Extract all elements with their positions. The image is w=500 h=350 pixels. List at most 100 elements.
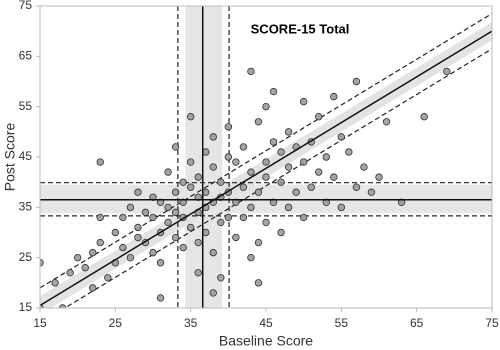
data-point — [194, 193, 202, 201]
data-point — [171, 233, 180, 242]
data-point — [171, 208, 180, 217]
data-point — [330, 173, 338, 181]
data-point — [186, 183, 195, 191]
data-point — [96, 238, 104, 247]
x-tick-label: 35 — [184, 316, 198, 330]
x-tick-label: 75 — [485, 316, 499, 330]
x-tick-label: 55 — [335, 316, 349, 330]
data-point — [239, 143, 248, 151]
data-point — [134, 233, 142, 242]
data-point — [299, 158, 308, 166]
data-point — [58, 304, 67, 308]
data-point — [186, 113, 195, 121]
data-point — [232, 198, 240, 206]
data-point — [156, 198, 165, 206]
data-point — [360, 163, 368, 171]
data-point — [164, 168, 172, 176]
data-point — [330, 92, 338, 101]
data-point — [134, 223, 142, 232]
data-point — [217, 218, 225, 227]
data-point — [254, 118, 263, 126]
data-point — [149, 248, 157, 257]
data-point — [209, 133, 217, 141]
data-point — [89, 284, 97, 292]
data-point — [284, 128, 293, 136]
data-point — [367, 188, 376, 196]
data-point — [277, 178, 285, 186]
data-point — [254, 279, 263, 287]
y-tick-label: 65 — [19, 49, 33, 63]
data-point — [269, 138, 278, 146]
data-point — [194, 269, 202, 277]
data-point — [262, 102, 270, 111]
y-tick-label: 75 — [19, 0, 33, 12]
data-point — [247, 253, 255, 262]
data-point — [277, 148, 285, 156]
data-point — [171, 188, 180, 196]
data-point — [104, 274, 112, 282]
x-tick-label: 25 — [109, 316, 123, 330]
data-point — [96, 158, 104, 166]
data-point — [194, 238, 202, 247]
data-point — [284, 163, 293, 171]
y-tick-label: 45 — [19, 149, 33, 163]
regression-limit — [63, 48, 492, 308]
data-point — [307, 183, 315, 191]
data-point — [269, 198, 278, 206]
data-point — [209, 163, 217, 171]
data-point — [254, 238, 263, 247]
regression-limit — [40, 13, 492, 289]
data-point — [73, 253, 82, 262]
data-point — [262, 218, 270, 227]
x-tick-label: 15 — [33, 316, 47, 330]
data-point — [247, 67, 255, 76]
regression-line — [40, 30, 492, 307]
data-point — [186, 158, 195, 166]
data-point — [179, 243, 187, 252]
data-point — [224, 213, 233, 222]
data-point — [89, 248, 97, 257]
y-tick-label: 15 — [19, 300, 33, 314]
data-point — [156, 294, 165, 302]
data-point — [277, 228, 285, 237]
data-point — [375, 173, 383, 181]
data-point — [66, 269, 74, 277]
data-point — [171, 143, 180, 151]
data-point — [299, 97, 308, 106]
data-point — [209, 289, 217, 297]
data-point — [119, 213, 127, 222]
data-point — [186, 223, 195, 232]
data-point — [232, 233, 240, 242]
data-point — [443, 67, 451, 76]
y-tick-label: 25 — [19, 250, 33, 264]
data-point — [126, 203, 135, 212]
data-point — [269, 87, 278, 96]
data-point — [134, 188, 142, 196]
data-point — [126, 253, 135, 262]
data-point — [149, 193, 157, 201]
baseline-band — [185, 6, 223, 308]
y-tick-label: 35 — [19, 200, 33, 214]
chart-title: SCORE-15 Total — [251, 21, 350, 36]
data-point — [224, 153, 233, 161]
data-point — [337, 203, 346, 212]
data-point — [224, 123, 233, 131]
data-point — [299, 213, 308, 222]
data-point — [164, 203, 172, 212]
data-point — [194, 173, 202, 181]
data-point — [420, 113, 428, 121]
data-point — [51, 279, 59, 287]
data-point — [239, 213, 248, 222]
data-point — [247, 168, 255, 176]
data-point — [345, 148, 353, 156]
data-point — [239, 183, 248, 191]
data-point — [81, 264, 89, 272]
data-point — [322, 198, 330, 206]
data-point — [141, 208, 150, 217]
data-point — [209, 248, 217, 257]
data-point — [262, 158, 270, 166]
data-point — [262, 173, 270, 181]
data-point — [397, 198, 406, 206]
